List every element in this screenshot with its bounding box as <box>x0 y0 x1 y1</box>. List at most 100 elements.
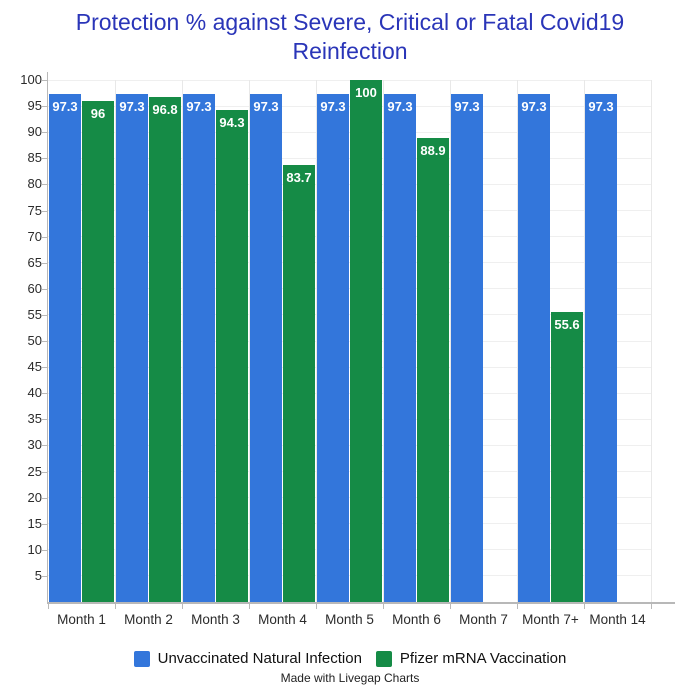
bar-pfizer-month-1 <box>82 100 114 602</box>
y-axis-label: 65 <box>27 254 42 270</box>
y-axis-tick <box>42 367 47 369</box>
y-axis-label: 15 <box>27 515 42 531</box>
x-axis-label: Month 2 <box>124 612 173 627</box>
x-axis-label: Month 1 <box>57 612 106 627</box>
y-axis-tick <box>42 523 47 525</box>
h-gridline <box>48 105 651 107</box>
v-gridline <box>248 80 250 602</box>
y-axis-tick <box>42 184 47 186</box>
h-gridline <box>48 497 651 499</box>
h-gridline <box>48 288 651 290</box>
y-axis-label: 5 <box>34 567 42 583</box>
y-axis-label: 40 <box>27 385 42 401</box>
v-gridline <box>181 80 183 602</box>
bar-value-label: 100 <box>355 85 377 100</box>
bar-pfizer-month-7+ <box>551 311 583 602</box>
x-axis-label: Month 4 <box>258 612 307 627</box>
h-gridline <box>48 392 651 394</box>
h-gridline <box>48 157 651 159</box>
y-axis-tick <box>42 471 47 473</box>
bar-unvaccinated-month-3 <box>183 94 215 602</box>
bar-value-label: 97.3 <box>454 99 480 115</box>
bar-value-label: 97.3 <box>253 99 279 115</box>
y-axis-tick <box>42 393 47 395</box>
bar-unvaccinated-month-6 <box>384 94 416 602</box>
y-axis-label: 50 <box>27 333 42 348</box>
bar-unvaccinated-month-7 <box>451 94 483 602</box>
x-axis-tick <box>516 604 518 609</box>
legend-item-unvaccinated-natural-infection: Unvaccinated Natural Infection <box>133 650 362 667</box>
y-axis-label: 70 <box>27 228 42 244</box>
y-axis-label: 80 <box>27 176 42 192</box>
y-axis-tick <box>42 549 47 551</box>
x-axis-tick <box>382 604 384 609</box>
x-axis-label: Month 7+ <box>522 612 579 627</box>
y-axis-label: 85 <box>27 150 42 166</box>
x-axis-tick <box>114 604 116 609</box>
x-axis-tick <box>248 604 250 609</box>
x-axis-tick <box>181 604 183 609</box>
v-gridline <box>382 80 384 602</box>
y-axis-tick <box>42 210 47 212</box>
y-axis-tick <box>42 497 47 499</box>
x-axis-label: Month 7 <box>459 612 508 627</box>
bar-unvaccinated-month-1 <box>49 94 81 602</box>
bar-pfizer-month-5 <box>350 80 382 602</box>
y-axis-label: 100 <box>20 72 42 87</box>
legend-label-unvaccinated-natural-infection: Unvaccinated Natural Infection <box>157 650 362 667</box>
bar-value-label: 97.3 <box>387 99 413 115</box>
h-gridline <box>48 340 651 342</box>
bar-value-label: 97.3 <box>521 99 547 115</box>
bar-unvaccinated-month-14 <box>585 94 617 602</box>
credit-line: Made with Livegap Charts <box>280 671 420 685</box>
bar-value-label: 96 <box>90 105 106 121</box>
legend-item-pfizer-mrna-vaccination: Pfizer mRNA Vaccination <box>375 650 566 667</box>
h-gridline <box>48 262 651 264</box>
y-axis-tick <box>42 419 47 421</box>
x-axis-tick <box>650 604 652 609</box>
y-axis-tick <box>42 314 47 316</box>
y-axis-tick <box>42 158 47 160</box>
x-axis-tick <box>47 604 49 609</box>
x-axis-label: Month 6 <box>392 612 441 627</box>
bar-value-label: 55.6 <box>554 316 580 332</box>
x-axis-label: Month 3 <box>191 612 240 627</box>
h-gridline <box>48 131 651 133</box>
bar-pfizer-month-2 <box>149 96 181 602</box>
y-axis-label: 25 <box>27 463 42 479</box>
bar-unvaccinated-month-5 <box>317 94 349 602</box>
y-axis-tick <box>42 236 47 238</box>
y-axis-tick <box>42 445 47 447</box>
h-gridline <box>48 471 651 472</box>
y-axis-tick <box>42 106 47 108</box>
bar-pfizer-month-4 <box>283 165 315 602</box>
h-gridline <box>48 523 651 525</box>
bar-value-label: 88.9 <box>420 142 446 158</box>
chart-title: Protection % against Severe, Critical or… <box>75 9 625 64</box>
h-gridline <box>48 575 651 577</box>
legend-swatch-blue <box>133 650 150 667</box>
bar-value-label: 97.3 <box>588 99 614 115</box>
bar-value-label: 83.7 <box>286 170 312 186</box>
bar-unvaccinated-month-7+ <box>518 94 550 602</box>
y-axis-label: 60 <box>27 280 42 296</box>
y-axis-label: 95 <box>27 98 42 114</box>
y-axis-tick <box>42 575 47 577</box>
h-gridline <box>48 418 651 420</box>
h-gridline <box>48 366 651 368</box>
bar-value-label: 97.3 <box>52 99 78 115</box>
v-gridline <box>516 80 518 602</box>
bar-value-label: 97.3 <box>320 99 346 115</box>
v-gridline <box>449 80 451 602</box>
y-axis-tick <box>42 262 47 264</box>
v-gridline <box>583 80 585 602</box>
y-axis-tick <box>42 341 47 342</box>
y-axis-label: 90 <box>27 124 42 140</box>
bar-value-label: 94.3 <box>219 114 245 130</box>
bar-unvaccinated-month-4 <box>250 94 282 602</box>
bar-pfizer-month-6 <box>417 137 449 602</box>
v-gridline <box>650 80 652 602</box>
bar-value-label: 97.3 <box>119 99 145 115</box>
